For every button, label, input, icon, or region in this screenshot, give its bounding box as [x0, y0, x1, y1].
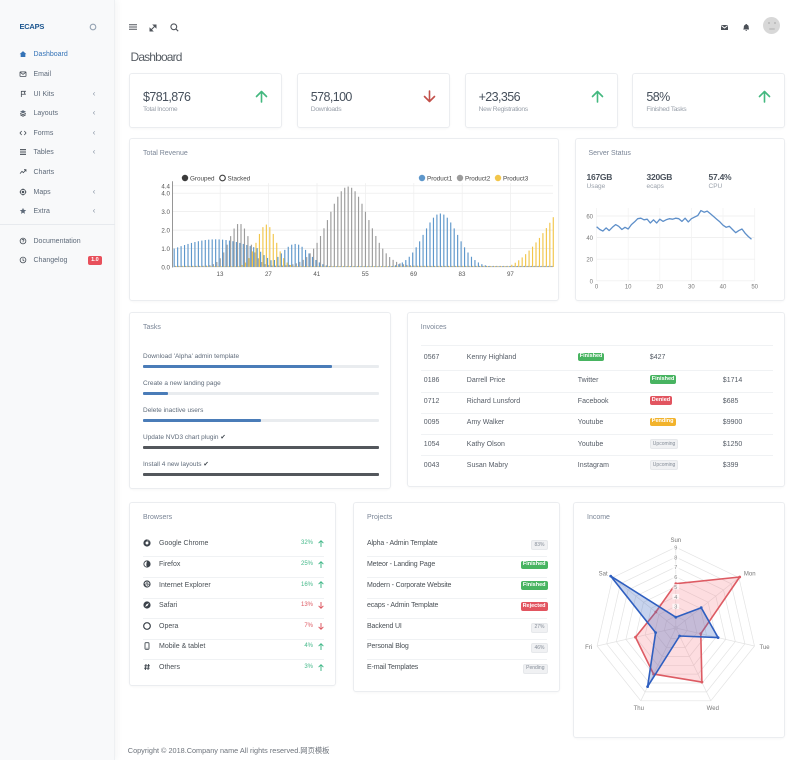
svg-text:4: 4: [674, 595, 677, 601]
svg-text:Product3: Product3: [503, 176, 529, 183]
svg-text:30: 30: [688, 285, 695, 291]
svg-text:41: 41: [313, 271, 320, 278]
svg-text:40: 40: [586, 236, 593, 242]
svg-text:4.0: 4.0: [161, 191, 170, 198]
svg-text:Stacked: Stacked: [228, 176, 251, 183]
svg-text:97: 97: [507, 271, 514, 278]
svg-text:1.0: 1.0: [161, 246, 170, 253]
svg-text:2.0: 2.0: [161, 228, 170, 235]
svg-text:6: 6: [674, 575, 677, 581]
svg-text:27: 27: [265, 271, 272, 278]
svg-text:Fri: Fri: [585, 645, 592, 651]
svg-text:Thu: Thu: [634, 706, 644, 712]
svg-text:13: 13: [217, 271, 224, 278]
svg-text:0: 0: [589, 279, 593, 285]
svg-text:Product1: Product1: [427, 176, 453, 183]
svg-text:5: 5: [674, 585, 677, 591]
svg-text:9: 9: [674, 546, 677, 552]
svg-text:0: 0: [594, 285, 598, 291]
svg-text:Sun: Sun: [670, 538, 681, 544]
svg-text:20: 20: [656, 285, 663, 291]
svg-text:Sat: Sat: [599, 572, 608, 578]
svg-text:40: 40: [719, 285, 726, 291]
svg-text:Wed: Wed: [707, 706, 719, 712]
svg-text:7: 7: [674, 565, 677, 571]
svg-text:20: 20: [586, 258, 593, 264]
svg-text:69: 69: [410, 271, 417, 278]
svg-text:Mon: Mon: [744, 572, 756, 578]
svg-text:55: 55: [362, 271, 369, 278]
svg-text:4.4: 4.4: [161, 183, 170, 190]
svg-text:50: 50: [751, 285, 758, 291]
svg-text:Grouped: Grouped: [190, 176, 215, 183]
svg-text:Tue: Tue: [760, 645, 771, 651]
svg-text:3.0: 3.0: [161, 209, 170, 216]
svg-text:10: 10: [624, 285, 631, 291]
svg-text:8: 8: [674, 555, 677, 561]
svg-text:Product2: Product2: [465, 176, 491, 183]
svg-text:83: 83: [459, 271, 466, 278]
svg-text:60: 60: [586, 215, 593, 221]
svg-text:3: 3: [674, 605, 677, 611]
svg-text:0.0: 0.0: [161, 265, 170, 272]
